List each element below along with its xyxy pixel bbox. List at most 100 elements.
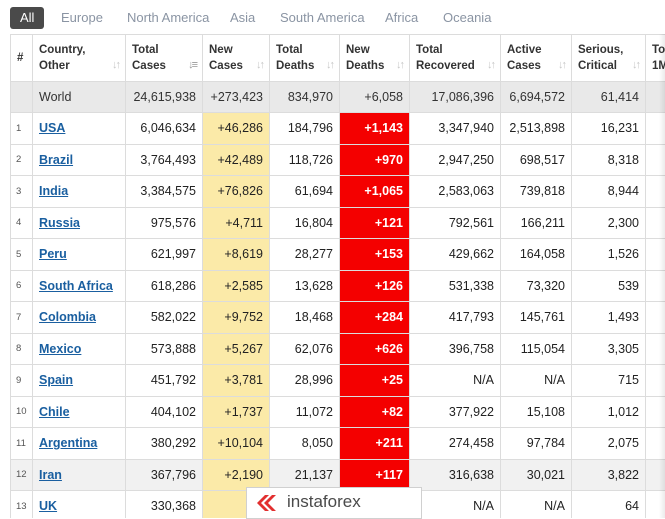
total-deaths-cell: 16,804: [270, 207, 340, 239]
active-cases-cell: 739,818: [501, 176, 572, 208]
header-total-deaths-line2: Deaths: [276, 60, 314, 72]
world-new-deaths: +6,058: [340, 82, 410, 113]
country-link[interactable]: Brazil: [39, 153, 73, 167]
new-deaths-cell: +121: [340, 207, 410, 239]
total-recovered-cell: 792,561: [410, 207, 501, 239]
country-cell: Spain: [33, 365, 126, 397]
sort-icon: ↓↑: [112, 57, 119, 73]
country-link[interactable]: Spain: [39, 373, 73, 387]
country-link[interactable]: Russia: [39, 216, 80, 230]
header-total-cases-line1: Total: [132, 44, 159, 56]
total-recovered-cell: 417,793: [410, 302, 501, 334]
new-deaths-cell: +117: [340, 459, 410, 491]
country-cell: USA: [33, 113, 126, 145]
header-new-cases-line1: New: [209, 44, 233, 56]
scroll-edge-shadow: [659, 34, 665, 518]
serious-critical-cell: 1,012: [572, 396, 646, 428]
country-cell: UK: [33, 491, 126, 519]
header-total-cases-line2: Cases: [132, 60, 166, 72]
active-cases-cell: 2,513,898: [501, 113, 572, 145]
new-cases-cell: +46,286: [203, 113, 270, 145]
total-recovered-cell: 274,458: [410, 428, 501, 460]
tab-asia[interactable]: Asia: [230, 8, 255, 28]
country-link[interactable]: South Africa: [39, 279, 113, 293]
tab-oceania[interactable]: Oceania: [443, 8, 491, 28]
country-link[interactable]: Mexico: [39, 342, 81, 356]
total-deaths-cell: 61,694: [270, 176, 340, 208]
total-cases-cell: 330,368: [126, 491, 203, 519]
row-num: 11: [11, 428, 33, 460]
new-deaths-cell: +1,065: [340, 176, 410, 208]
country-link[interactable]: Colombia: [39, 310, 96, 324]
new-cases-cell: +4,711: [203, 207, 270, 239]
country-link[interactable]: Iran: [39, 468, 62, 482]
sort-icon: ↓↑: [396, 57, 403, 73]
country-link[interactable]: UK: [39, 499, 57, 513]
country-link[interactable]: USA: [39, 121, 65, 135]
total-deaths-cell: 13,628: [270, 270, 340, 302]
header-num[interactable]: #: [11, 35, 33, 82]
active-cases-cell: 97,784: [501, 428, 572, 460]
sort-icon: ↓↑: [326, 57, 333, 73]
sort-icon: ↓↑: [256, 57, 263, 73]
header-total-deaths-line1: Total: [276, 44, 303, 56]
new-deaths-cell: +126: [340, 270, 410, 302]
world-total-cases: 24,615,938: [126, 82, 203, 113]
country-link[interactable]: India: [39, 184, 68, 198]
total-cases-cell: 582,022: [126, 302, 203, 334]
country-link[interactable]: Argentina: [39, 436, 97, 450]
header-country[interactable]: Country,Other↓↑: [33, 35, 126, 82]
new-cases-cell: +2,585: [203, 270, 270, 302]
total-cases-cell: 451,792: [126, 365, 203, 397]
row-num: 6: [11, 270, 33, 302]
tab-south-america[interactable]: South America: [280, 8, 365, 28]
sort-icon: ↓↑: [487, 57, 494, 73]
new-deaths-cell: +153: [340, 239, 410, 271]
tab-all[interactable]: All: [10, 7, 44, 29]
country-cell: Brazil: [33, 144, 126, 176]
country-link[interactable]: Peru: [39, 247, 67, 261]
new-deaths-cell: +1,143: [340, 113, 410, 145]
new-deaths-cell: +284: [340, 302, 410, 334]
total-deaths-cell: 62,076: [270, 333, 340, 365]
header-active-cases-line1: Active: [507, 44, 542, 56]
new-cases-cell: +3,781: [203, 365, 270, 397]
header-serious-critical[interactable]: Serious,Critical↓↑: [572, 35, 646, 82]
new-cases-cell: +42,489: [203, 144, 270, 176]
serious-critical-cell: 3,305: [572, 333, 646, 365]
row-num: 12: [11, 459, 33, 491]
country-link[interactable]: Chile: [39, 405, 70, 419]
total-deaths-cell: 11,072: [270, 396, 340, 428]
row-num: 1: [11, 113, 33, 145]
tab-europe[interactable]: Europe: [61, 8, 103, 28]
total-deaths-cell: 28,277: [270, 239, 340, 271]
header-country-line1: Country,: [39, 44, 85, 56]
new-cases-cell: +1,737: [203, 396, 270, 428]
new-cases-cell: +10,104: [203, 428, 270, 460]
new-deaths-cell: +82: [340, 396, 410, 428]
serious-critical-cell: 3,822: [572, 459, 646, 491]
header-total-deaths[interactable]: Total Deaths ↓↑: [270, 35, 340, 82]
active-cases-cell: 15,108: [501, 396, 572, 428]
tab-north-america[interactable]: North America: [127, 8, 209, 28]
total-cases-cell: 6,046,634: [126, 113, 203, 145]
tab-africa[interactable]: Africa: [385, 8, 418, 28]
active-cases-cell: N/A: [501, 491, 572, 519]
serious-critical-cell: 2,300: [572, 207, 646, 239]
new-deaths-cell: +25: [340, 365, 410, 397]
world-label: World: [33, 82, 126, 113]
world-num: [11, 82, 33, 113]
row-num: 9: [11, 365, 33, 397]
row-num: 8: [11, 333, 33, 365]
